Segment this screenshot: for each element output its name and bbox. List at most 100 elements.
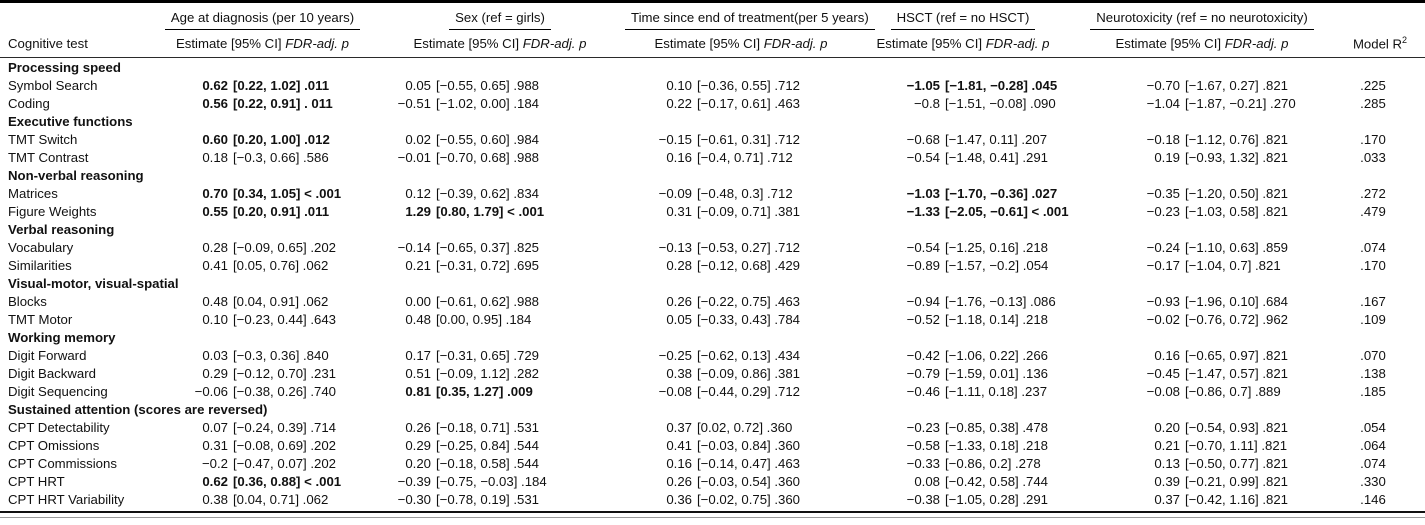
group-header-neurotoxicity: Neurotoxicity (ref = no neurotoxicity) [1069, 3, 1335, 30]
group-header-spacer [0, 3, 150, 30]
estimate-cell: −0.30 [−0.78, 0.19] .531 [375, 491, 625, 509]
ci-p-value: [−0.54, 0.93] .821 [1185, 420, 1289, 436]
subheader-hsct: Estimate [95% CI] FDR-adj. p [857, 31, 1069, 57]
ci-p-value: [−1.47, 0.57] .821 [1185, 366, 1289, 382]
ci-p-value: [−0.09, 0.65] .202 [233, 240, 337, 256]
estimate-value: 0.13 [1154, 456, 1180, 472]
estimate-cell: 0.12 [−0.39, 0.62] .834 [375, 185, 625, 203]
ci-p-value: [−1.06, 0.22] .266 [945, 348, 1049, 364]
ci-p-value: [−1.18, 0.14] .218 [945, 312, 1049, 328]
model-r2-cell: .074 [1360, 240, 1386, 256]
estimate-cell: 0.55 [0.20, 0.91] .011 [150, 203, 375, 221]
estimate-cell: −0.35 [−1.20, 0.50] .821 [1069, 185, 1335, 203]
ci-p-value: [−0.61, 0.31] .712 [697, 132, 801, 148]
ci-p-value: [−0.12, 0.70] .231 [233, 366, 337, 382]
ci-p-value: [−0.09, 0.86] .381 [697, 366, 801, 382]
row-label: Vocabulary [8, 240, 74, 256]
row-label: CPT Omissions [8, 438, 100, 454]
ci-p-value: [−0.86, 0.7] .889 [1185, 384, 1281, 400]
estimate-cell: 0.37 [−0.42, 1.16] .821 [1069, 491, 1335, 509]
ci-p-value: [−0.78, 0.19] .531 [436, 492, 540, 508]
section-header: Processing speed [8, 60, 121, 76]
ci-p-value: [−1.20, 0.50] .821 [1185, 186, 1289, 202]
estimate-value: −1.33 [906, 204, 940, 220]
estimate-cell: −0.24 [−1.10, 0.63] .859 [1069, 239, 1335, 257]
estimate-cell: 0.10 [−0.36, 0.55] .712 [625, 77, 857, 95]
row-label: Similarities [8, 258, 72, 274]
group-header-time: Time since end of treatment(per 5 years) [625, 3, 875, 30]
row-label: Digit Backward [8, 366, 96, 382]
estimate-value: 0.62 [202, 78, 228, 94]
ci-p-value: [−0.53, 0.27] .712 [697, 240, 801, 256]
estimate-cell: 0.48 [0.04, 0.91] .062 [150, 293, 375, 311]
estimate-value: 0.19 [1154, 150, 1180, 166]
estimate-cell: 1.29 [0.80, 1.79] < .001 [375, 203, 625, 221]
estimate-cell: 0.26 [−0.22, 0.75] .463 [625, 293, 857, 311]
estimate-cell: −0.01 [−0.70, 0.68] .988 [375, 149, 625, 167]
ci-p-value: [−0.14, 0.47] .463 [697, 456, 801, 472]
model-r2-text: Model R [1352, 36, 1403, 52]
row-label: Blocks [8, 294, 47, 310]
estimate-cell: −0.46 [−1.11, 0.18] .237 [857, 383, 1069, 401]
ci-p-value: [0.04, 0.91] .062 [233, 294, 329, 310]
estimate-cell: −0.54 [−1.25, 0.16] .218 [857, 239, 1069, 257]
model-r2-cell: .146 [1360, 492, 1386, 508]
model-r2-cell: .185 [1360, 384, 1386, 400]
section-header: Working memory [8, 330, 116, 346]
estimate-value: 0.38 [666, 366, 692, 382]
ci-p-value: [−0.17, 0.61] .463 [697, 96, 801, 112]
estimate-cell: 0.62 [0.36, 0.88] < .001 [150, 473, 375, 491]
estimate-cell: 0.38 [−0.09, 0.86] .381 [625, 365, 857, 383]
estimate-value: −0.01 [397, 150, 431, 166]
estimate-cell: 0.21 [−0.31, 0.72] .695 [375, 257, 625, 275]
estimate-value: −0.38 [906, 492, 940, 508]
estimate-value: −0.08 [658, 384, 692, 400]
ci-p-value: [−1.51, −0.08] .090 [945, 96, 1056, 112]
model-r2-cell: .167 [1360, 294, 1386, 310]
section-header: Executive functions [8, 114, 133, 130]
ci-p-value: [−2.05, −0.61] < .001 [945, 204, 1069, 220]
model-r2-cell: .138 [1360, 366, 1386, 382]
estimate-value: 0.00 [405, 294, 431, 310]
ci-p-value: [0.36, 0.88] < .001 [233, 474, 342, 490]
estimate-cell: −0.14 [−0.65, 0.37] .825 [375, 239, 625, 257]
model-r2-cell: .170 [1360, 132, 1386, 148]
estimate-value: −0.14 [397, 240, 431, 256]
ci-p-value: [−0.02, 0.75] .360 [697, 492, 801, 508]
estimate-ci-label: Estimate [95% CI] [1115, 36, 1222, 52]
estimate-value: −1.04 [1146, 96, 1180, 112]
ci-p-value: [−0.65, 0.37] .825 [436, 240, 540, 256]
row-label: CPT HRT Variability [8, 492, 125, 508]
section-header: Visual-motor, visual-spatial [8, 276, 179, 292]
row-label: TMT Switch [8, 132, 78, 148]
ci-p-value: [−1.10, 0.63] .859 [1185, 240, 1289, 256]
estimate-cell: −0.52 [−1.18, 0.14] .218 [857, 311, 1069, 329]
estimate-cell: 0.05 [−0.55, 0.65] .988 [375, 77, 625, 95]
table-header: Age at diagnosis (per 10 years) Sex (ref… [0, 3, 1425, 57]
estimate-cell: −1.05 [−1.81, −0.28] .045 [857, 77, 1069, 95]
estimate-value: 0.17 [405, 348, 431, 364]
row-label: CPT HRT [8, 474, 65, 490]
fdr-p-label: FDR-adj. p [763, 36, 828, 52]
estimate-cell: 0.28 [−0.12, 0.68] .429 [625, 257, 857, 275]
ci-p-value: [−1.04, 0.7] .821 [1185, 258, 1281, 274]
group-header-hsct-label: HSCT (ref = no HSCT) [890, 10, 1036, 30]
estimate-cell: −0.94 [−1.76, −0.13] .086 [857, 293, 1069, 311]
estimate-value: 0.60 [202, 132, 228, 148]
estimate-ci-label: Estimate [95% CI] [876, 36, 983, 52]
model-r2-cell: .272 [1360, 186, 1386, 202]
ci-p-value: [0.22, 1.02] .011 [233, 78, 330, 94]
estimate-cell: −0.08 [−0.44, 0.29] .712 [625, 383, 857, 401]
estimate-value: −1.05 [906, 78, 940, 94]
estimate-value: −0.17 [1146, 258, 1180, 274]
ci-p-value: [−1.48, 0.41] .291 [945, 150, 1049, 166]
estimate-cell: 0.26 [−0.18, 0.71] .531 [375, 419, 625, 437]
ci-p-value: [−1.70, −0.36] .027 [945, 186, 1058, 202]
estimate-value: 0.38 [202, 492, 228, 508]
estimate-cell: −0.17 [−1.04, 0.7] .821 [1069, 257, 1335, 275]
subheader-age: Estimate [95% CI] FDR-adj. p [150, 31, 375, 57]
estimate-cell: 0.16 [−0.4, 0.71] .712 [625, 149, 857, 167]
estimate-cell: 0.38 [0.04, 0.71] .062 [150, 491, 375, 509]
ci-p-value: [−0.33, 0.43] .784 [697, 312, 801, 328]
ci-p-value: [−0.55, 0.65] .988 [436, 78, 540, 94]
